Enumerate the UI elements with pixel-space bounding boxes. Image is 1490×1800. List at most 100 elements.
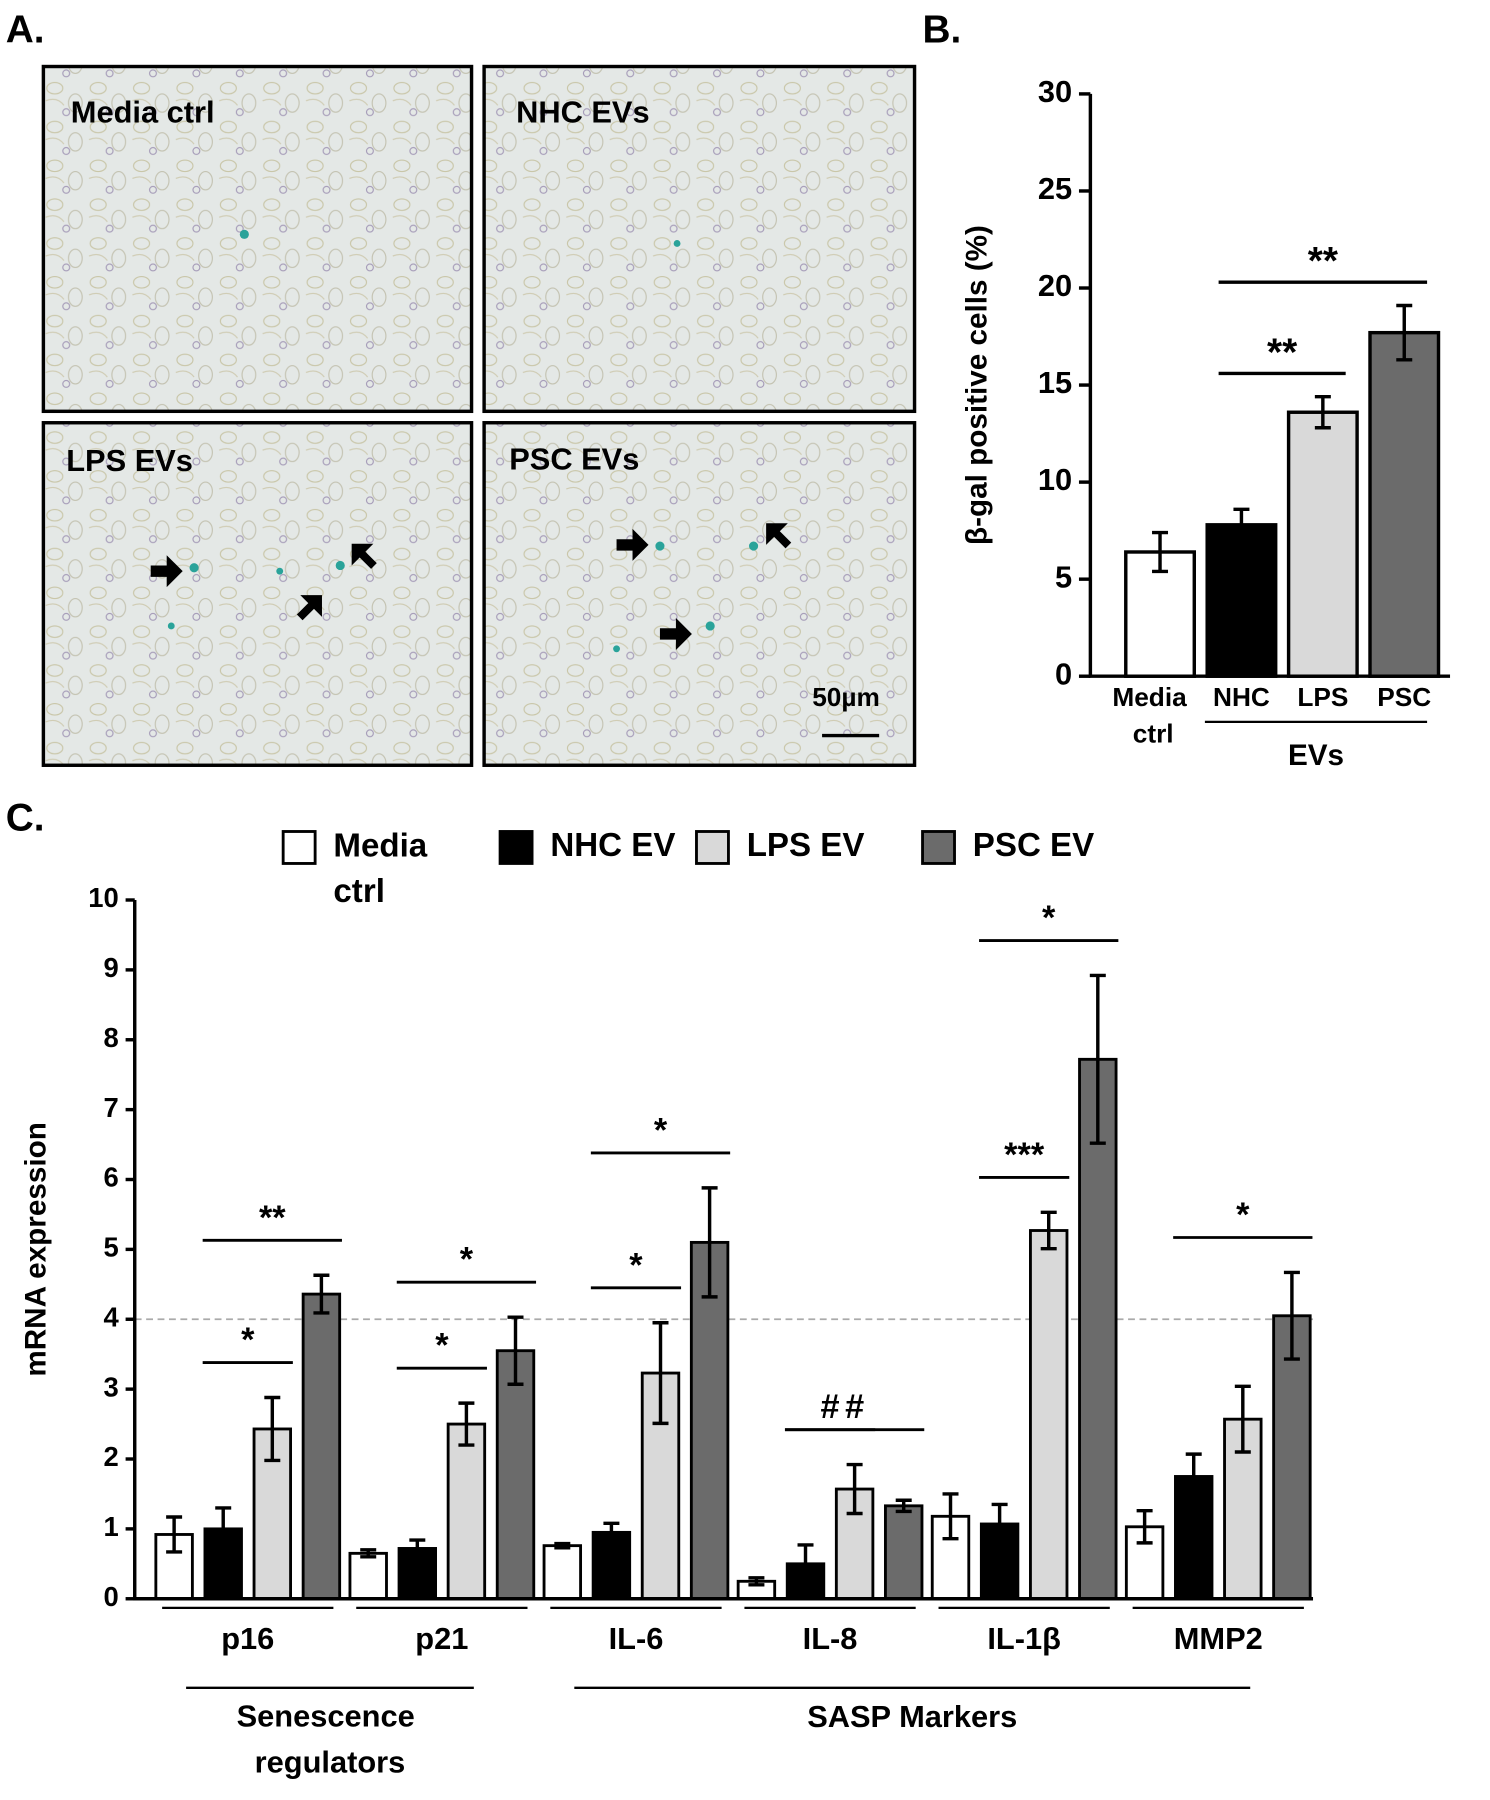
y-tick-label: 2	[104, 1441, 119, 1472]
y-tick-label: 6	[104, 1162, 119, 1193]
axis	[133, 900, 1314, 1601]
error-bar	[846, 1462, 863, 1516]
y-tick-label: 9	[104, 952, 119, 983]
significance-label: *	[460, 1241, 474, 1279]
significance-label: *	[654, 1111, 668, 1149]
error-bar	[458, 1401, 475, 1447]
y-tick-label: 15	[1038, 365, 1072, 400]
significance-label: *	[241, 1321, 255, 1359]
error-bar	[991, 1502, 1008, 1546]
micrograph-label: LPS EVs	[66, 443, 193, 478]
micrograph-label: PSC EVs	[509, 442, 639, 477]
error-bar	[215, 1506, 232, 1552]
y-axis-label: mRNA expression	[20, 1122, 53, 1377]
legend-label: PSC EV	[973, 827, 1094, 864]
error-bar	[313, 1273, 330, 1315]
legend-swatch	[921, 830, 956, 865]
error-bar	[1152, 530, 1169, 574]
y-tick-label: 10	[88, 882, 118, 913]
error-bar	[603, 1521, 620, 1544]
panel-label: A.	[6, 9, 45, 52]
panel-label: B.	[923, 9, 962, 52]
y-tick-label: 10	[1038, 462, 1072, 497]
y-tick-label: 20	[1038, 268, 1072, 303]
significance-label: *	[435, 1327, 449, 1365]
bar	[495, 1349, 536, 1601]
micrograph	[41, 421, 474, 767]
x-tick-label: IL-8	[803, 1621, 858, 1656]
error-bar	[797, 1543, 814, 1585]
significance-label: #	[821, 1388, 840, 1426]
micrograph	[41, 64, 474, 414]
bar	[542, 1544, 583, 1601]
micrograph-label: Media ctrl	[71, 95, 215, 130]
significance-label: #	[845, 1388, 864, 1426]
error-bar	[1089, 973, 1106, 1145]
error-bar	[554, 1541, 571, 1550]
error-bar	[1040, 1210, 1057, 1251]
y-tick-label: 7	[104, 1092, 119, 1123]
category-group-label: EVs	[1288, 739, 1344, 772]
significance-label: ***	[1004, 1136, 1045, 1174]
error-bar	[1233, 507, 1250, 543]
legend-swatch	[498, 830, 534, 865]
y-tick-label: 5	[104, 1232, 119, 1263]
y-tick-label: 30	[1038, 74, 1072, 109]
error-bar	[409, 1538, 426, 1559]
y-tick-label: 0	[1055, 656, 1072, 691]
x-tick-label: Media ctrl	[1112, 682, 1194, 749]
axis	[1088, 93, 1451, 678]
y-tick-label: 1	[104, 1511, 119, 1542]
significance-label: *	[1236, 1196, 1250, 1234]
y-tick-label: 4	[104, 1301, 120, 1332]
bar	[348, 1551, 388, 1601]
bar	[1286, 410, 1359, 678]
legend-label: Media ctrl	[333, 827, 436, 910]
significance-label: **	[259, 1199, 286, 1237]
x-tick-label: p21	[415, 1621, 468, 1656]
legend-label: LPS EV	[747, 827, 865, 864]
error-bar	[1314, 394, 1331, 430]
panel-label: C.	[6, 796, 45, 839]
error-bar	[166, 1515, 183, 1554]
significance-label: **	[1308, 240, 1339, 283]
error-bar	[507, 1315, 524, 1386]
bar	[301, 1292, 342, 1601]
x-tick-label: IL-6	[609, 1621, 664, 1656]
error-bar	[1185, 1452, 1202, 1501]
panel-a: A. Media ctrl NHC EVs LPS EVs PSC EVs 50…	[6, 9, 917, 767]
error-bar	[1396, 303, 1413, 362]
error-bar	[360, 1548, 377, 1559]
x-tick-label: PSC	[1377, 682, 1431, 712]
error-bar	[264, 1395, 281, 1463]
x-tick-label: MMP2	[1174, 1621, 1263, 1656]
x-tick-label: p16	[221, 1621, 274, 1656]
category-group-label: Senescence regulators	[237, 1699, 424, 1780]
y-tick-label: 5	[1055, 559, 1072, 594]
x-tick-label: LPS	[1297, 682, 1348, 712]
micrograph-label: NHC EVs	[516, 95, 650, 130]
significance-label: *	[1042, 899, 1056, 937]
x-tick-label: NHC	[1213, 682, 1270, 712]
scale-bar-label: 50µm	[812, 682, 880, 712]
micrograph	[482, 421, 917, 767]
legend-swatch	[695, 830, 730, 865]
error-bar	[942, 1492, 959, 1541]
y-axis-label: β-gal positive cells (%)	[960, 225, 993, 545]
legend-swatch	[281, 830, 317, 865]
error-bar	[652, 1321, 669, 1426]
bar	[1368, 330, 1441, 678]
bar	[1029, 1229, 1069, 1601]
error-bar	[1234, 1384, 1251, 1454]
y-tick-label: 3	[104, 1371, 119, 1402]
error-bar	[1136, 1509, 1153, 1545]
bar	[884, 1504, 924, 1601]
bar	[446, 1422, 487, 1601]
error-bar	[895, 1498, 912, 1514]
error-bar	[1283, 1270, 1300, 1361]
bar	[1272, 1314, 1312, 1601]
x-tick-label: IL-1β	[987, 1621, 1061, 1656]
y-tick-label: 25	[1038, 171, 1072, 206]
significance-label: **	[1267, 331, 1298, 374]
